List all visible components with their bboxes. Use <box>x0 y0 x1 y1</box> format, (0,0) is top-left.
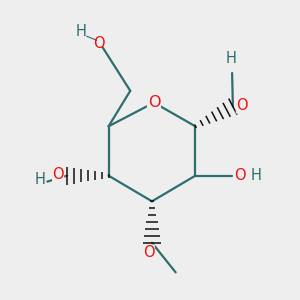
Text: O: O <box>143 245 154 260</box>
Text: H: H <box>76 24 86 39</box>
Text: O: O <box>236 98 248 113</box>
Text: O: O <box>234 168 246 183</box>
Text: H: H <box>34 172 45 187</box>
Text: O: O <box>148 95 160 110</box>
Text: O: O <box>52 167 64 182</box>
Text: H: H <box>226 51 237 66</box>
Text: H: H <box>251 168 262 183</box>
Text: O: O <box>93 36 104 51</box>
